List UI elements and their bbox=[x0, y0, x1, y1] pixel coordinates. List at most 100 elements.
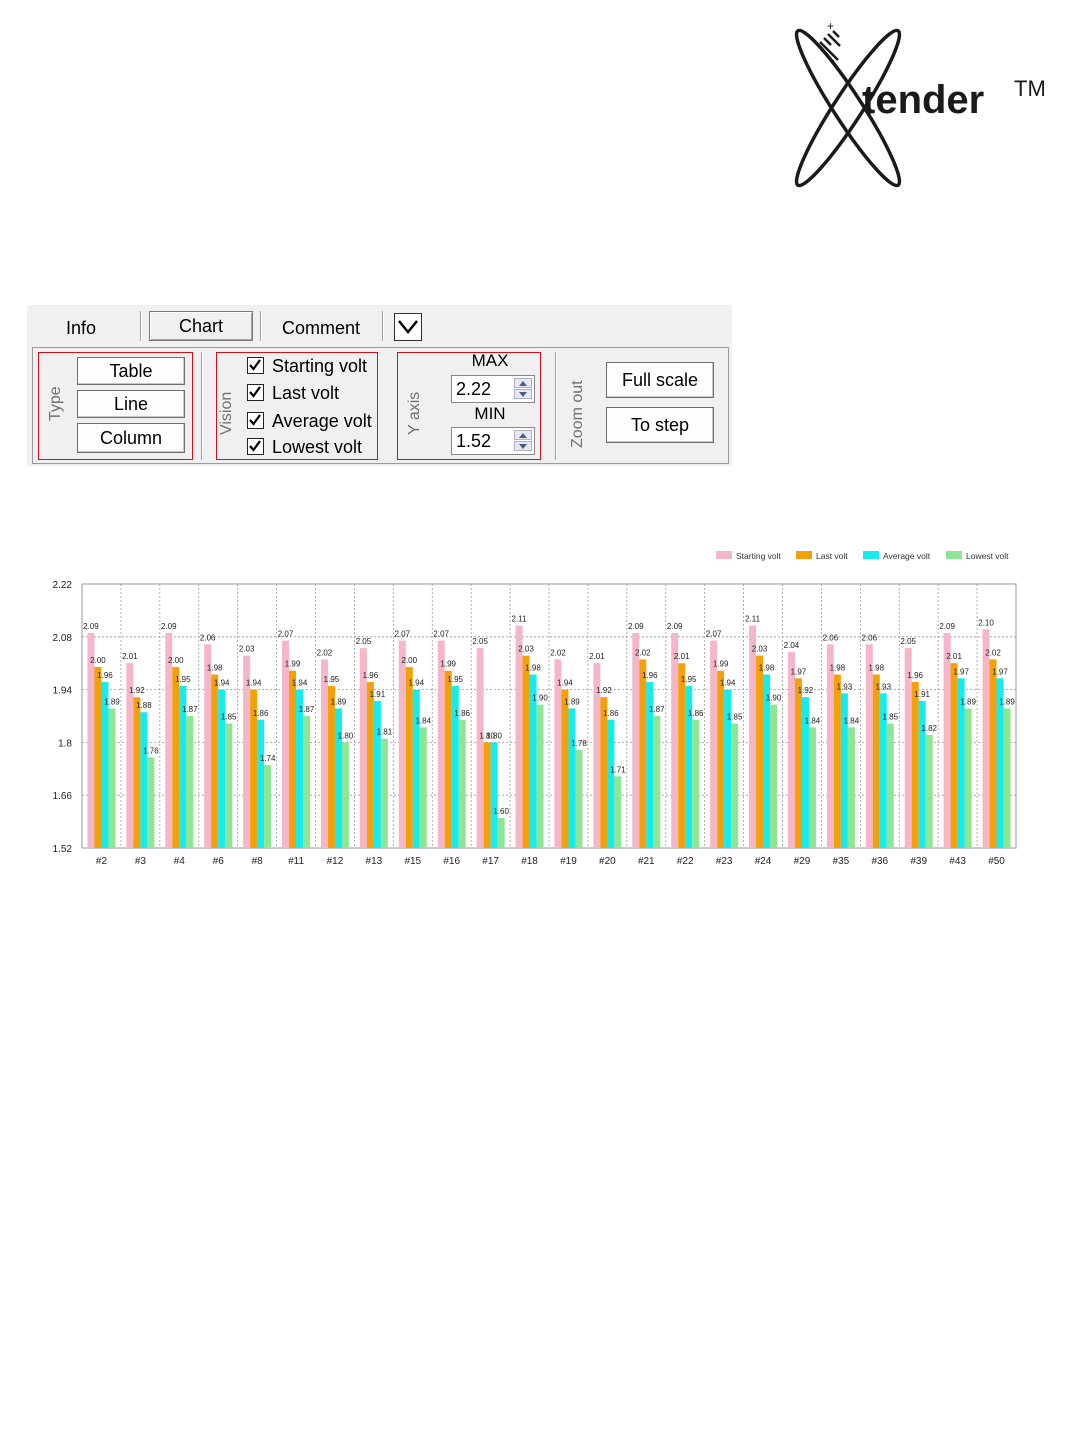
x-tick-label: #19 bbox=[560, 856, 577, 867]
last-volt-checkbox[interactable]: Last volt bbox=[247, 382, 339, 404]
bar-average bbox=[763, 674, 771, 848]
x-tick-label: #39 bbox=[910, 856, 927, 867]
bar-value-label: 1.80 bbox=[479, 731, 495, 740]
logo-trademark: TM bbox=[1014, 76, 1046, 101]
bar-starting bbox=[476, 648, 484, 848]
x-tick-label: #35 bbox=[833, 856, 850, 867]
spin-up-arrow-icon[interactable] bbox=[514, 430, 532, 440]
bar-starting bbox=[320, 659, 328, 848]
bar-last bbox=[678, 663, 686, 848]
bar-last bbox=[717, 670, 725, 848]
bar-starting bbox=[165, 633, 173, 848]
bar-lowest bbox=[264, 765, 272, 848]
bar-value-label: 1.71 bbox=[610, 765, 626, 774]
line-button[interactable]: Line bbox=[77, 390, 185, 418]
bar-value-label: 1.60 bbox=[493, 807, 509, 816]
tab-separator bbox=[382, 311, 384, 341]
bar-value-label: 2.09 bbox=[161, 622, 177, 631]
y-min-value: 1.52 bbox=[456, 431, 492, 451]
bar-value-label: 1.96 bbox=[907, 671, 923, 680]
x-tick-label: #23 bbox=[716, 856, 733, 867]
bar-lowest bbox=[808, 727, 816, 848]
bar-starting bbox=[943, 633, 951, 848]
full-scale-button[interactable]: Full scale bbox=[606, 362, 714, 398]
type-group-label: Type bbox=[47, 386, 64, 421]
bar-average bbox=[373, 700, 381, 848]
x-tick-label: #20 bbox=[599, 856, 616, 867]
type-group: Type Table Line Column bbox=[38, 352, 193, 460]
lowest-volt-checkbox[interactable]: Lowest volt bbox=[247, 436, 362, 458]
bar-value-label: 1.98 bbox=[830, 664, 846, 673]
spin-up-arrow-icon[interactable] bbox=[514, 378, 532, 388]
tab-chart[interactable]: Chart bbox=[149, 311, 253, 341]
bar-value-label: 2.07 bbox=[395, 630, 411, 639]
x-tick-label: #29 bbox=[794, 856, 811, 867]
bar-average bbox=[724, 689, 732, 848]
bar-last bbox=[872, 674, 880, 848]
bar-value-label: 2.03 bbox=[752, 645, 768, 654]
bar-value-label: 1.94 bbox=[720, 679, 736, 688]
tab-comment[interactable]: Comment bbox=[281, 318, 361, 338]
x-tick-label: #8 bbox=[252, 856, 264, 867]
x-tick-label: #4 bbox=[174, 856, 186, 867]
bar-value-label: 1.94 bbox=[557, 679, 573, 688]
y-max-spinner[interactable]: 2.22 bbox=[451, 375, 535, 403]
spin-down-arrow-icon[interactable] bbox=[514, 389, 532, 399]
y-tick-label: 1.94 bbox=[53, 686, 73, 697]
bar-value-label: 2.01 bbox=[674, 652, 690, 661]
bar-average bbox=[257, 719, 265, 848]
bar-value-label: 2.02 bbox=[985, 648, 1001, 657]
bar-average bbox=[840, 693, 848, 848]
tab-separator bbox=[260, 311, 262, 341]
bar-average bbox=[996, 678, 1004, 848]
bar-value-label: 1.87 bbox=[649, 705, 665, 714]
average-volt-checkbox[interactable]: Average volt bbox=[247, 410, 372, 432]
zoom-out-group-label: Zoom out bbox=[569, 380, 586, 448]
bar-value-label: 1.85 bbox=[883, 713, 899, 722]
bar-value-label: 2.06 bbox=[862, 633, 878, 642]
y-tick-label: 1.8 bbox=[58, 738, 72, 749]
bar-last bbox=[522, 655, 530, 848]
bar-starting bbox=[593, 663, 601, 848]
legend-label: Lowest volt bbox=[966, 551, 1009, 561]
to-step-button[interactable]: To step bbox=[606, 407, 714, 443]
chevron-down-icon bbox=[398, 320, 418, 334]
spin-down-arrow-icon[interactable] bbox=[514, 441, 532, 451]
zoom-out-group: Zoom out Full scale To step bbox=[563, 352, 723, 460]
bar-last bbox=[911, 682, 919, 848]
bar-value-label: 1.94 bbox=[246, 679, 262, 688]
tab-info[interactable]: Info bbox=[65, 318, 97, 338]
collapse-toggle-button[interactable] bbox=[394, 313, 422, 341]
bar-last bbox=[250, 689, 258, 848]
bar-value-label: 1.89 bbox=[331, 697, 347, 706]
bar-average bbox=[451, 685, 459, 848]
bar-value-label: 1.95 bbox=[324, 675, 340, 684]
group-separator bbox=[201, 352, 203, 460]
bar-starting bbox=[710, 640, 718, 848]
last-volt-label: Last volt bbox=[272, 383, 340, 403]
svg-text:+: + bbox=[827, 19, 834, 33]
x-tick-label: #2 bbox=[96, 856, 108, 867]
bar-lowest bbox=[497, 817, 505, 848]
column-button[interactable]: Column bbox=[77, 423, 185, 453]
bar-last bbox=[989, 659, 997, 848]
bar-value-label: 2.03 bbox=[518, 645, 534, 654]
legend-label: Last volt bbox=[816, 551, 848, 561]
vision-group: Vision Starting volt Last volt Average v… bbox=[216, 352, 378, 460]
bar-value-label: 2.02 bbox=[317, 648, 333, 657]
bar-value-label: 1.86 bbox=[454, 709, 470, 718]
bar-starting bbox=[398, 640, 406, 848]
starting-volt-checkbox[interactable]: Starting volt bbox=[247, 355, 367, 377]
bar-last bbox=[756, 655, 764, 848]
y-tick-label: 1.66 bbox=[53, 791, 73, 802]
y-min-spinner[interactable]: 1.52 bbox=[451, 427, 535, 455]
bar-lowest bbox=[886, 723, 894, 848]
bar-lowest bbox=[380, 738, 388, 848]
y-tick-label: 2.08 bbox=[53, 633, 73, 644]
bar-value-label: 1.84 bbox=[416, 716, 432, 725]
table-button[interactable]: Table bbox=[77, 357, 185, 385]
bar-value-label: 1.86 bbox=[253, 709, 269, 718]
checkbox-checked-icon bbox=[247, 356, 264, 374]
bar-lowest bbox=[303, 716, 311, 848]
bar-average bbox=[490, 742, 498, 848]
